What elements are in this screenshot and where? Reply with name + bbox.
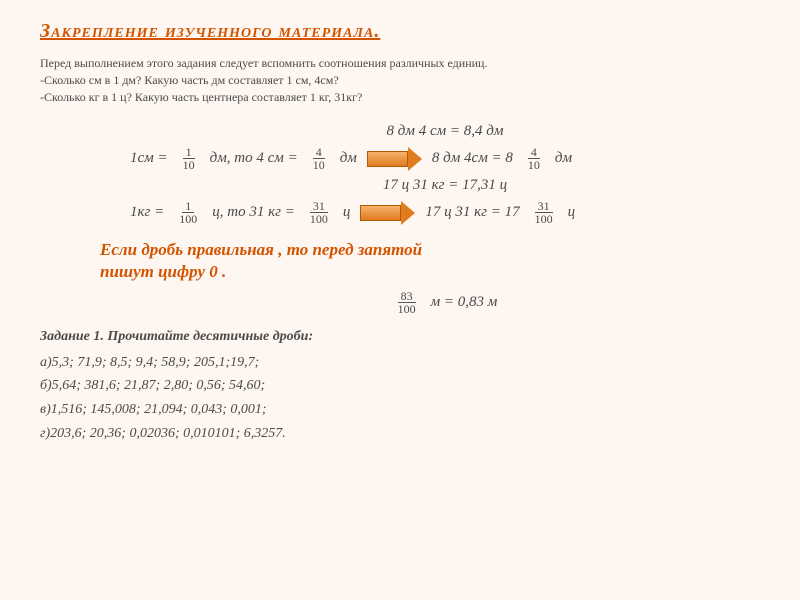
task-title: Задание 1. Прочитайте десятичные дроби: [40,329,760,345]
line-2: 1кг = 1 100 ц, то 31 кг = 31 100 ц 17 ц … [130,200,760,225]
intro-line-3: -Сколько кг в 1 ц? Какую часть центнера … [40,89,760,106]
l1-a: 1см = [130,150,168,167]
task-list: а)5,3; 71,9; 8,5; 9,4; 58,9; 205,1;19,7;… [40,351,760,446]
page-title: Закрепление изученного материала. [40,20,760,43]
eq1-text: 8 дм 4 см = 8,4 дм [387,123,504,140]
rule-line-2: пишут цифру 0 . [100,262,226,281]
l2-c: ц [343,204,351,221]
rule-text: Если дробь правильная , то перед запятой… [100,239,760,283]
line-1: 1см = 1 10 дм, то 4 см = 4 10 дм 8 дм 4с… [130,146,760,171]
rule-line-1: Если дробь правильная , то перед запятой [100,240,422,259]
frac-mixed-4-10: 4 10 [525,146,543,171]
intro-line-1: Перед выполнением этого задания следует … [40,55,760,72]
frac-31-100: 31 100 [307,200,331,225]
arrow-icon [367,148,422,170]
equation-1: 8 дм 4 см = 8,4 дм [130,123,760,140]
task-b: б)5,64; 381,6; 21,87; 2,80; 0,56; 54,60; [40,374,760,398]
l1-d: 8 дм 4см = 8 [432,150,513,167]
task-d: г)203,6; 20,36; 0,02036; 0,010101; 6,325… [40,422,760,446]
frac-1-100: 1 100 [176,200,200,225]
l2-d: 17 ц 31 кг = 17 [425,204,519,221]
l1-c: дм [340,150,357,167]
frac-mixed-31-100: 31 100 [532,200,556,225]
equation-3: 83 100 м = 0,83 м [130,290,760,315]
l2-a: 1кг = [130,204,164,221]
eq3-block: 83 100 м = 0,83 м [130,290,760,315]
frac-83-100: 83 100 [395,290,419,315]
math-block: 8 дм 4 см = 8,4 дм 1см = 1 10 дм, то 4 с… [130,123,760,225]
l1-e: дм [555,150,572,167]
arrow-icon [360,202,415,224]
intro-line-2: -Сколько см в 1 дм? Какую часть дм соста… [40,72,760,89]
frac-4-10: 4 10 [310,146,328,171]
eq3-text: м = 0,83 м [431,294,498,311]
l2-b: ц, то 31 кг = [212,204,295,221]
equation-2: 17 ц 31 кг = 17,31 ц [130,177,760,194]
frac-1-10: 1 10 [180,146,198,171]
task-a: а)5,3; 71,9; 8,5; 9,4; 58,9; 205,1;19,7; [40,351,760,375]
eq2-text: 17 ц 31 кг = 17,31 ц [383,177,507,194]
l2-e: ц [568,204,576,221]
task-c: в)1,516; 145,008; 21,094; 0,043; 0,001; [40,398,760,422]
l1-b: дм, то 4 см = [210,150,298,167]
intro-block: Перед выполнением этого задания следует … [40,55,760,105]
